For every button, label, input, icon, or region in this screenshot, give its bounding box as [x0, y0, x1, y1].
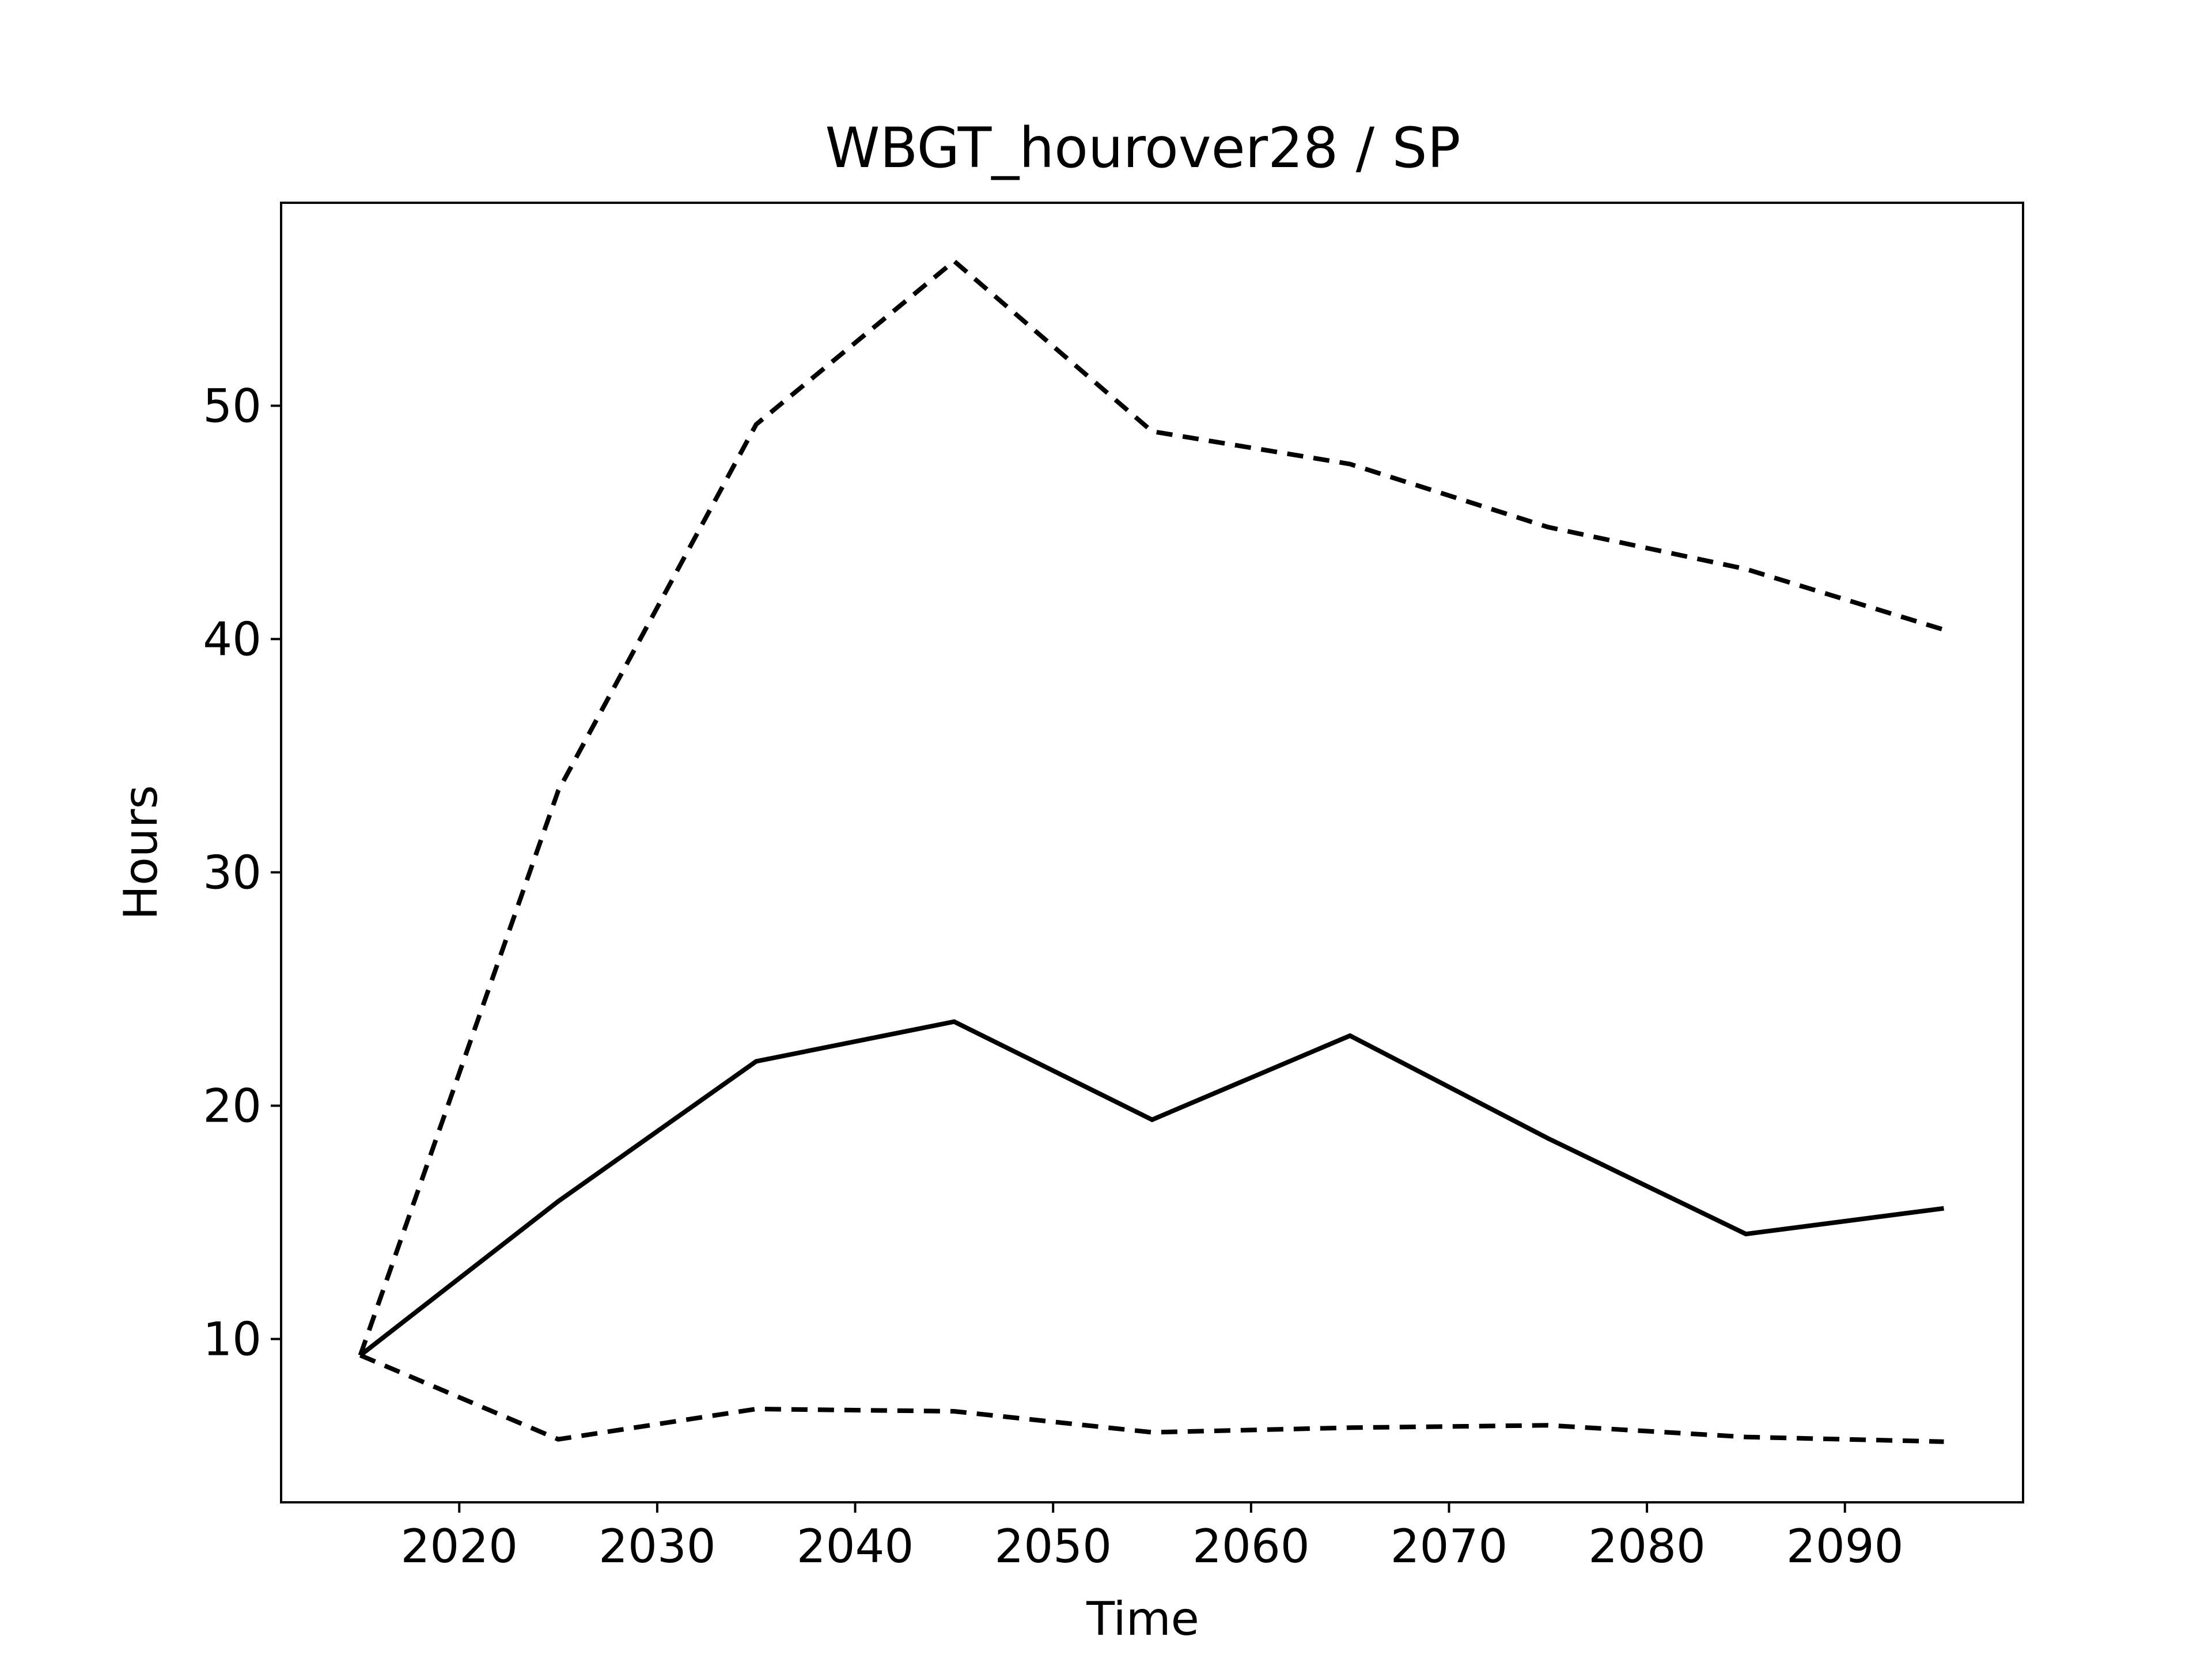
- x-tick-label-2050: 2050: [994, 1520, 1112, 1573]
- x-axis-label: Time: [1086, 1592, 1199, 1646]
- chart-title: WBGT_hourover28 / SP: [825, 116, 1461, 180]
- x-tick-label-2040: 2040: [797, 1520, 914, 1573]
- y-tick-label-40: 40: [203, 612, 262, 666]
- x-tick-label-2070: 2070: [1391, 1520, 1508, 1573]
- y-tick-label-10: 10: [203, 1312, 262, 1366]
- x-tick-label-2080: 2080: [1588, 1520, 1706, 1573]
- x-tick-label-2020: 2020: [400, 1520, 518, 1573]
- plot-area: 2020 2030 2040 2050 2060 2070 2080 209010203040…: [203, 202, 2024, 1573]
- x-tick-label-2030: 2030: [599, 1520, 716, 1573]
- series-line-2-dashed: [358, 258, 1945, 1357]
- y-tick-label-30: 30: [203, 846, 262, 899]
- y-tick-label-50: 50: [203, 379, 262, 433]
- y-axis-label: Hours: [114, 785, 168, 920]
- series-line-1-solid: [359, 1019, 1945, 1357]
- plot-frame: [280, 202, 2024, 1503]
- x-tick-label-2090: 2090: [1786, 1520, 1904, 1573]
- y-tick-label-20: 20: [203, 1079, 262, 1132]
- series-line-3-dashed: [359, 1353, 1944, 1444]
- x-tick-label-2060: 2060: [1192, 1520, 1310, 1573]
